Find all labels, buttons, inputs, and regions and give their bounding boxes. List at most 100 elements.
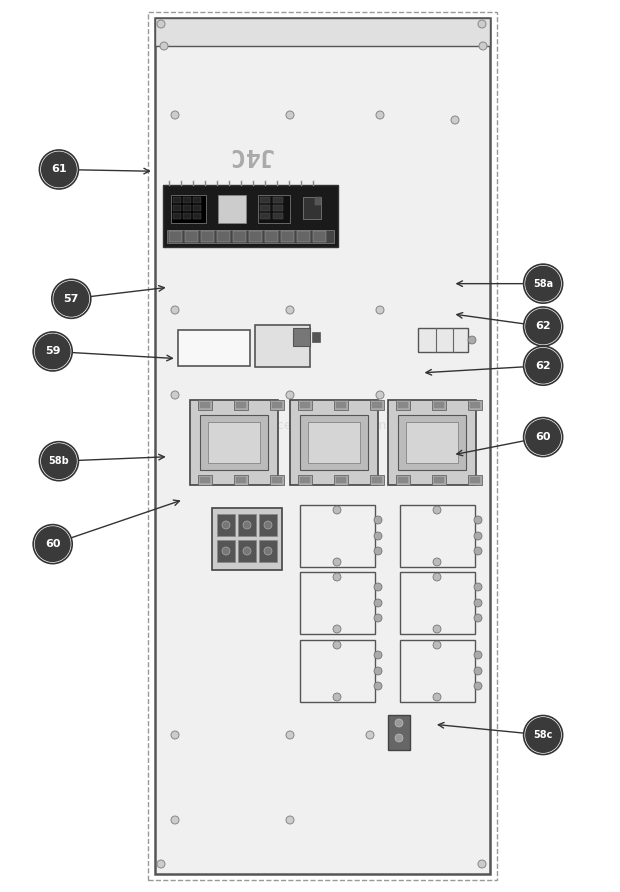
Circle shape: [525, 309, 561, 344]
Circle shape: [286, 731, 294, 739]
Circle shape: [222, 521, 230, 529]
Text: 61: 61: [51, 164, 67, 175]
Circle shape: [333, 693, 341, 701]
Bar: [255, 325, 310, 367]
Bar: [388, 715, 410, 750]
Circle shape: [33, 524, 72, 564]
Circle shape: [395, 719, 403, 727]
Bar: [470, 402, 480, 408]
Bar: [298, 475, 312, 485]
Circle shape: [333, 625, 341, 633]
Circle shape: [286, 391, 294, 399]
Circle shape: [374, 547, 382, 555]
Circle shape: [333, 506, 341, 514]
Bar: [200, 415, 268, 470]
Circle shape: [333, 558, 341, 566]
Bar: [259, 540, 277, 562]
Circle shape: [474, 682, 482, 690]
Bar: [218, 195, 246, 223]
Bar: [173, 197, 181, 203]
Bar: [217, 231, 230, 242]
Circle shape: [171, 391, 179, 399]
Bar: [198, 475, 212, 485]
Bar: [300, 415, 368, 470]
Bar: [167, 230, 334, 243]
Bar: [300, 640, 375, 702]
Bar: [171, 195, 206, 223]
Circle shape: [433, 506, 441, 514]
Circle shape: [474, 583, 482, 591]
Circle shape: [525, 266, 561, 301]
Circle shape: [433, 641, 441, 649]
Circle shape: [433, 573, 441, 581]
Bar: [400, 640, 475, 702]
Circle shape: [474, 547, 482, 555]
Bar: [200, 477, 210, 483]
Bar: [249, 231, 262, 242]
Circle shape: [525, 348, 561, 384]
Circle shape: [286, 816, 294, 824]
Bar: [260, 205, 270, 211]
Bar: [258, 195, 290, 223]
Bar: [398, 402, 408, 408]
Bar: [432, 400, 446, 410]
Circle shape: [157, 860, 165, 868]
Circle shape: [171, 111, 179, 119]
Bar: [396, 400, 410, 410]
Bar: [173, 213, 181, 219]
Bar: [468, 475, 482, 485]
Bar: [400, 505, 475, 567]
Bar: [281, 231, 294, 242]
Bar: [236, 402, 246, 408]
Bar: [270, 475, 284, 485]
Circle shape: [264, 521, 272, 529]
Text: 58b: 58b: [48, 456, 69, 467]
Circle shape: [433, 625, 441, 633]
Text: 60: 60: [536, 432, 551, 442]
Circle shape: [525, 419, 561, 455]
Circle shape: [264, 547, 272, 555]
Circle shape: [478, 20, 486, 28]
Circle shape: [33, 332, 72, 371]
Bar: [190, 400, 278, 485]
Bar: [370, 400, 384, 410]
Bar: [418, 328, 468, 352]
Bar: [273, 205, 283, 211]
Circle shape: [35, 526, 71, 562]
Circle shape: [474, 532, 482, 540]
Circle shape: [474, 599, 482, 607]
Circle shape: [525, 717, 561, 753]
Bar: [234, 475, 248, 485]
Circle shape: [286, 306, 294, 314]
Bar: [208, 422, 260, 463]
Bar: [259, 514, 277, 536]
Bar: [193, 213, 201, 219]
Text: J4C: J4C: [228, 143, 273, 167]
Bar: [334, 475, 348, 485]
Bar: [434, 477, 444, 483]
Circle shape: [40, 150, 78, 189]
Circle shape: [451, 116, 459, 124]
Circle shape: [171, 731, 179, 739]
Bar: [155, 18, 490, 874]
Bar: [273, 213, 283, 219]
Circle shape: [474, 516, 482, 524]
Circle shape: [376, 111, 384, 119]
Bar: [238, 540, 256, 562]
Bar: [293, 328, 310, 346]
Bar: [300, 505, 375, 567]
Circle shape: [243, 521, 251, 529]
Circle shape: [524, 715, 562, 755]
Circle shape: [40, 442, 78, 481]
Bar: [315, 197, 321, 205]
Circle shape: [374, 614, 382, 622]
Bar: [388, 400, 476, 485]
Bar: [260, 197, 270, 203]
Circle shape: [374, 682, 382, 690]
Bar: [270, 400, 284, 410]
Circle shape: [41, 443, 77, 479]
Bar: [312, 332, 320, 342]
Text: 57: 57: [64, 293, 79, 304]
Bar: [200, 402, 210, 408]
Bar: [260, 213, 270, 219]
